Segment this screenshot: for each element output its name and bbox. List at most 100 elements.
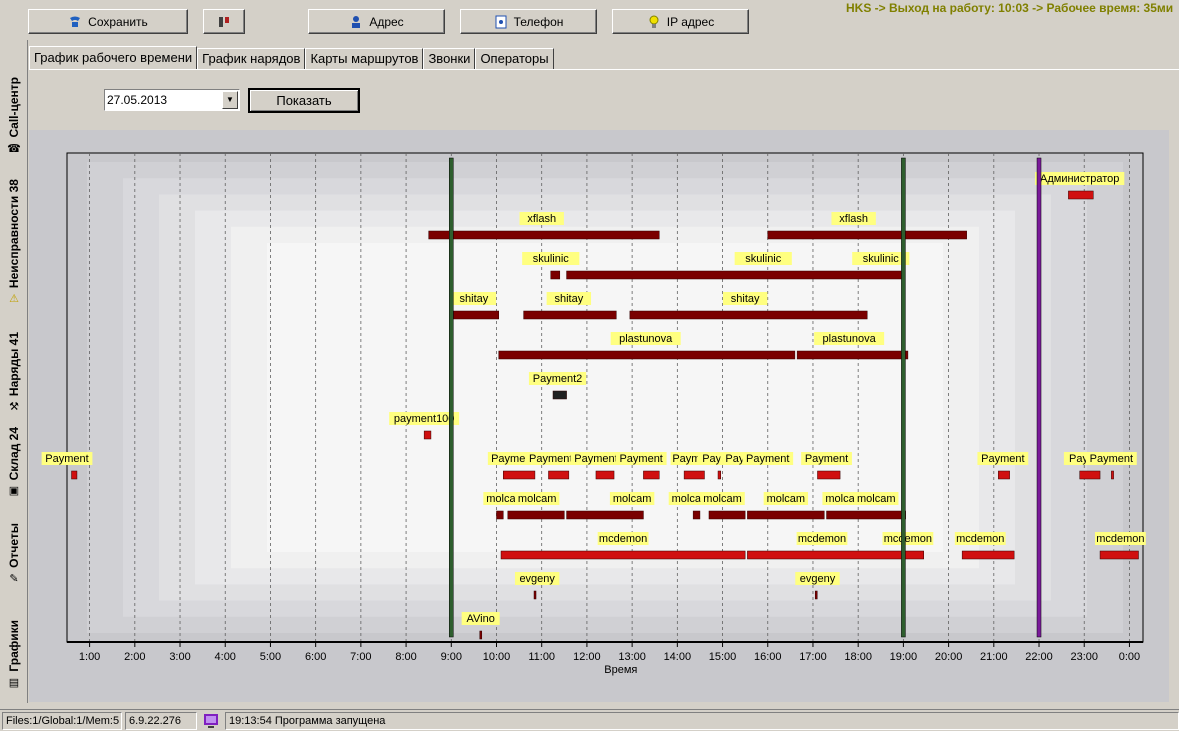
address-button[interactable]: Адрес (308, 9, 445, 34)
x-tick-label: 5:00 (260, 651, 281, 663)
phone-handset-icon (70, 16, 81, 27)
operator-label: Payment (574, 453, 617, 465)
x-tick-label: 8:00 (395, 651, 416, 663)
show-button[interactable]: Показать (248, 88, 360, 113)
operator-label: evgeny (800, 573, 836, 585)
x-tick-label: 1:00 (79, 651, 100, 663)
box-icon: ▣ (8, 485, 20, 497)
operator-label: Payment (981, 453, 1024, 465)
operator-label: molcam (703, 493, 742, 505)
time-bar (498, 350, 796, 360)
tools-icon (219, 16, 229, 27)
operator-label-bg (977, 452, 1029, 465)
operator-label: Администратор (1040, 173, 1119, 185)
time-bar (1079, 470, 1101, 480)
time-bar (500, 550, 746, 560)
time-bar (595, 470, 615, 480)
x-tick-label: 0:00 (1119, 651, 1140, 663)
x-tick-label: 17:00 (799, 651, 827, 663)
warning-icon: ⚠ (9, 293, 19, 305)
x-tick-label: 10:00 (483, 651, 511, 663)
time-bar (767, 230, 967, 240)
operator-label: Payment (45, 453, 88, 465)
address-icon (352, 15, 361, 28)
tab-3[interactable]: Звонки (423, 48, 476, 70)
operator-label-bg (597, 532, 649, 545)
time-bar (552, 390, 567, 400)
operator-label-bg (487, 452, 533, 465)
save-button[interactable]: Сохранить (28, 9, 188, 34)
side-tab-5[interactable]: Графики ▤ (2, 590, 26, 690)
chevron-down-icon[interactable]: ▼ (222, 91, 238, 109)
operator-label-bg (1094, 532, 1146, 545)
operator-label: mcdemon (1096, 533, 1144, 545)
time-bar (961, 550, 1015, 560)
operator-label: Payi (725, 453, 746, 465)
x-tick-label: 4:00 (215, 651, 236, 663)
address-button-label: Адрес (369, 14, 404, 29)
tab-4[interactable]: Операторы (475, 48, 554, 70)
x-tick-label: 12:00 (573, 651, 601, 663)
operator-label-bg (670, 452, 703, 465)
side-tab-label: Склад 24 (7, 426, 21, 480)
side-tab-0[interactable]: Call-центр ☎ (2, 44, 26, 156)
side-tab-3[interactable]: Склад 24 ▣ (2, 418, 26, 498)
operator-label: Paym (672, 453, 700, 465)
operator-label-bg (615, 452, 667, 465)
operator-label: evgeny (519, 573, 555, 585)
report-icon: ✎ (9, 573, 19, 585)
time-bar (708, 510, 746, 520)
tab-0[interactable]: График рабочего времени (29, 46, 198, 70)
operator-label: Payment (619, 453, 662, 465)
tools-button[interactable] (203, 9, 245, 34)
save-button-label: Сохранить (88, 14, 148, 29)
time-bar (1111, 470, 1114, 480)
operator-label: Payi (1069, 453, 1090, 465)
side-tab-1[interactable]: Неисправности 38 ⚠ (2, 160, 26, 306)
operator-label-bg (514, 572, 560, 585)
time-bar (496, 510, 504, 520)
operator-label: Payment (1090, 453, 1133, 465)
tab-2[interactable]: Карты маршрутов (305, 48, 424, 70)
time-bar (533, 590, 537, 600)
x-tick-label: 6:00 (305, 651, 326, 663)
operator-label-bg (814, 332, 885, 345)
status-bar: Files:1/Global:1/Mem:5 6.9.22.276 19:13:… (0, 709, 1179, 731)
time-bar (71, 470, 78, 480)
time-bar (629, 310, 868, 320)
time-bar (817, 470, 841, 480)
monitor-icon (204, 714, 218, 728)
side-tab-label: Графики (7, 620, 21, 672)
tab-1[interactable]: График нарядов (197, 48, 306, 70)
ip-address-button[interactable]: IP адрес (612, 9, 749, 34)
operator-label-bg (461, 612, 500, 625)
time-bar (550, 270, 561, 280)
operator-label: shitay (731, 293, 760, 305)
time-bar (1068, 190, 1094, 200)
phone-button[interactable]: Телефон (460, 9, 597, 34)
phone-button-label: Телефон (513, 14, 564, 29)
x-tick-label: 19:00 (890, 651, 918, 663)
time-bar (1099, 550, 1139, 560)
side-tab-2[interactable]: Наряды 41 ⚒ (2, 310, 26, 414)
tab-bar: График рабочего времени График нарядов Кар… (29, 46, 554, 70)
operator-label-bg (609, 492, 655, 505)
time-bar (826, 510, 906, 520)
operator-label: Payment2 (533, 373, 583, 385)
time-bar (814, 590, 818, 600)
time-bar (566, 510, 644, 520)
time-marker (1036, 157, 1042, 638)
date-picker[interactable]: 27.05.2013 ▼ (104, 89, 240, 111)
operator-label-bg (519, 212, 564, 225)
x-axis-label: Время (604, 664, 637, 676)
side-tab-4[interactable]: Отчеты ✎ (2, 502, 26, 586)
operator-label-bg (796, 532, 848, 545)
time-bar (796, 350, 909, 360)
operator-label-bg (852, 252, 910, 265)
operator-label-bg (514, 492, 560, 505)
operator-label: payment100 (394, 413, 455, 425)
operator-label: molcam (857, 493, 896, 505)
headset-icon: ☎ (7, 143, 21, 155)
operator-label: AVino (467, 613, 495, 625)
operator-label-bg (882, 532, 934, 545)
